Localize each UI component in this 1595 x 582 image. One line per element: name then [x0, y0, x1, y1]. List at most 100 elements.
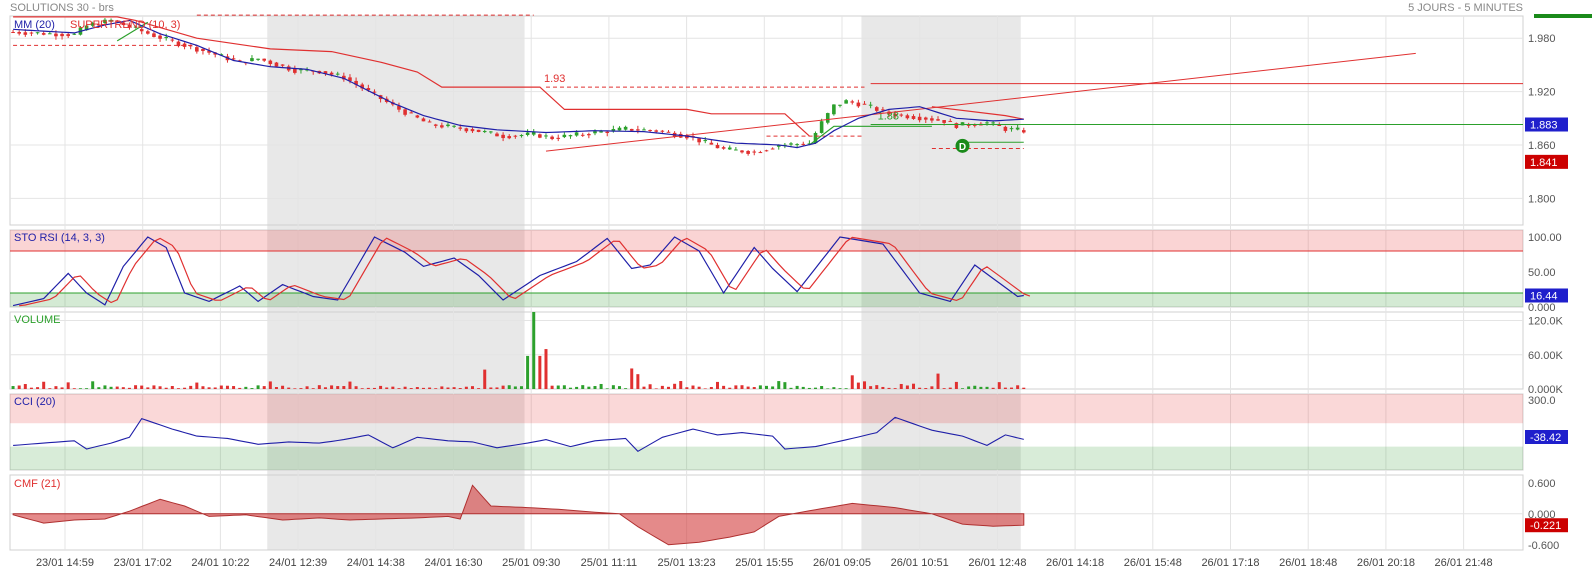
volume-bar — [391, 386, 395, 389]
candle-body — [176, 41, 181, 47]
volume-bar — [991, 387, 995, 389]
volume-bar — [967, 386, 971, 389]
volume-bar — [195, 382, 199, 389]
candle-body — [666, 131, 671, 133]
candle-body — [825, 113, 830, 123]
candle-body — [795, 144, 799, 146]
y-tick-label: 0.000 — [1528, 509, 1556, 521]
volume-bar — [654, 388, 658, 389]
volume-bar — [954, 381, 958, 389]
candle-body — [115, 20, 119, 22]
cmf-value-tag — [1525, 518, 1568, 533]
candle-body — [158, 35, 162, 39]
candle-body — [293, 68, 297, 73]
volume-bar — [78, 388, 82, 389]
x-tick-label: 25/01 09:30 — [502, 557, 560, 569]
candle-body — [905, 115, 910, 119]
y-tick-label: 300.0 — [1528, 395, 1556, 407]
x-tick-label: 23/01 14:59 — [36, 557, 94, 569]
supertrend-line — [931, 106, 1024, 120]
candle-body — [776, 145, 781, 147]
cci-value: -38.42 — [1530, 432, 1561, 444]
x-tick-label: 24/01 12:39 — [269, 557, 327, 569]
volume-bar — [268, 381, 272, 389]
candle-body — [372, 91, 377, 93]
volume-bar — [464, 386, 468, 389]
candle-body — [911, 116, 916, 119]
candle-body — [801, 143, 806, 145]
candle-body — [544, 135, 548, 137]
volume-bar — [997, 382, 1001, 389]
volume-bar — [330, 385, 334, 389]
cci-upper-band — [10, 394, 1523, 424]
volume-bar — [274, 387, 278, 389]
volume-bar — [256, 385, 260, 389]
candle-body — [550, 136, 554, 140]
candle-body — [1021, 130, 1026, 133]
volume-bar — [219, 385, 223, 389]
overbought-band — [10, 230, 1523, 251]
candle-body — [280, 64, 285, 66]
candle-body — [366, 88, 371, 91]
volume-bar — [409, 388, 413, 389]
volume-bar — [875, 385, 879, 389]
supertrend-line — [116, 21, 149, 42]
volume-bar — [72, 388, 76, 389]
volume-bar — [660, 385, 664, 389]
candle-body — [746, 151, 750, 154]
candle-body — [60, 33, 64, 37]
candle-body — [482, 131, 487, 133]
candle-body — [127, 24, 132, 28]
volume-bar — [232, 386, 236, 389]
candle-body — [427, 121, 432, 123]
candle-body — [819, 121, 824, 133]
candle-body — [899, 114, 904, 116]
volume-bar — [121, 387, 125, 389]
volume-bar — [262, 386, 266, 389]
volume-bar — [201, 386, 205, 389]
volume-bar — [85, 388, 89, 389]
volume-bar — [838, 388, 842, 389]
volume-bar — [740, 385, 744, 389]
candle-body — [133, 26, 138, 28]
volume-bar — [722, 385, 726, 389]
candle-body — [139, 29, 144, 32]
volume-bar — [544, 349, 548, 389]
candle-body — [807, 143, 812, 145]
candle-body — [250, 58, 254, 62]
volume-bar — [630, 368, 634, 389]
candle-body — [862, 103, 867, 105]
candle-body — [868, 104, 873, 106]
candle-body — [458, 127, 463, 129]
volume-bar — [673, 383, 677, 389]
candle-body — [329, 72, 334, 75]
candle-body — [440, 125, 444, 128]
volume-bar — [568, 387, 572, 389]
candle-body — [464, 128, 469, 132]
volume-bar — [146, 387, 150, 389]
volume-bar — [912, 383, 916, 389]
y-tick-label: 0.000K — [1528, 384, 1564, 396]
volume-bar — [152, 385, 156, 389]
volume-bar — [489, 387, 493, 389]
cmf-value: -0.221 — [1530, 520, 1561, 532]
volume-bar — [697, 386, 701, 389]
volume-bar — [636, 374, 640, 389]
candle-body — [629, 128, 634, 131]
volume-bar — [134, 385, 138, 389]
volume-bar — [771, 386, 775, 389]
volume-bar — [366, 387, 370, 389]
candle-body — [323, 71, 328, 74]
x-tick-label: 26/01 21:48 — [1435, 557, 1493, 569]
volume-bar — [826, 388, 830, 389]
period-label[interactable]: 5 JOURS - 5 MINUTES — [1408, 2, 1523, 14]
volume-bar — [844, 388, 848, 389]
candle-body — [758, 152, 763, 154]
candle-body — [715, 144, 720, 149]
volume-bar — [42, 381, 46, 389]
session-shading — [861, 16, 1021, 550]
volume-bar — [758, 385, 762, 389]
volume-bar — [495, 387, 499, 389]
dividend-marker — [955, 138, 970, 153]
